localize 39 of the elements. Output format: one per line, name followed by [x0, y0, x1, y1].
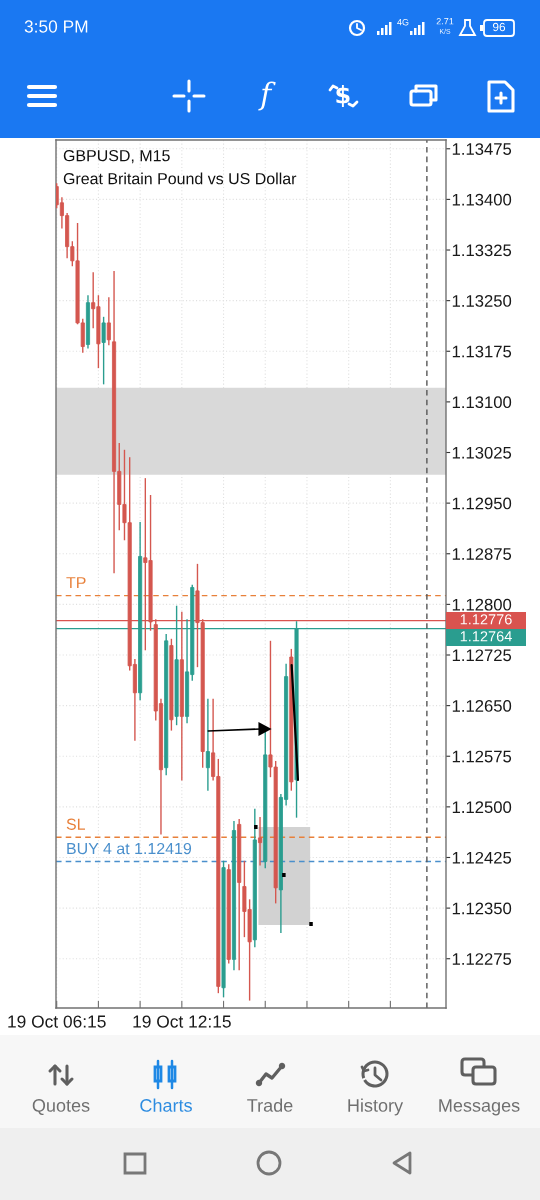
text: GBPUSD, M15 — [63, 149, 170, 164]
y-tick-label: 1.13400 — [452, 193, 512, 206]
y-tick-label: 1.12500 — [452, 801, 512, 814]
candlestick — [106, 297, 111, 346]
ref-line-label: TP — [66, 577, 86, 589]
candlestick — [258, 816, 263, 866]
y-tick-label: 1.12725 — [452, 649, 512, 662]
y-tick-label: 1.12350 — [452, 902, 512, 915]
y-tick-label: 1.12800 — [452, 598, 512, 611]
text: Great Britain Pound vs US Dollar — [63, 172, 297, 185]
x-tick-label: 19 Oct 12:15 — [133, 1015, 231, 1028]
text: History — [348, 1098, 404, 1116]
y-tick-label: 1.12950 — [452, 497, 512, 510]
text: Quotes — [32, 1099, 90, 1116]
y-tick-label: 1.13475 — [452, 143, 512, 155]
y-tick-label: 1.12425 — [452, 851, 512, 864]
ref-line-label: BUY 4 at 1.12419 — [67, 842, 192, 855]
ref-line-label: SL — [66, 818, 86, 830]
ref-line-label: 1.12764 — [460, 631, 512, 642]
y-tick-label: 1.12650 — [452, 700, 512, 712]
candlestick — [101, 316, 106, 385]
ref-line-label: 1.12776 — [460, 614, 512, 625]
y-tick-label: 1.13175 — [452, 345, 512, 358]
y-tick-label: 1.13325 — [452, 244, 512, 257]
y-tick-label: 1.13100 — [452, 396, 512, 409]
y-tick-label: 1.13025 — [452, 446, 512, 459]
text: Charts — [140, 1098, 192, 1112]
candlestick — [205, 698, 210, 791]
y-tick-label: 1.12275 — [452, 953, 512, 965]
text: 96 — [492, 22, 506, 32]
x-tick-label: 19 Oct 06:15 — [8, 1015, 106, 1028]
y-tick-label: 1.13250 — [452, 295, 512, 307]
text: 2.71 — [436, 18, 454, 25]
text: 3:50 PM — [24, 20, 88, 33]
y-tick-label: 1.12575 — [452, 750, 512, 763]
text: Trade — [247, 1098, 293, 1112]
text: 4G — [397, 19, 409, 26]
text: Messages — [439, 1099, 520, 1116]
y-tick-label: 1.12875 — [452, 548, 512, 560]
